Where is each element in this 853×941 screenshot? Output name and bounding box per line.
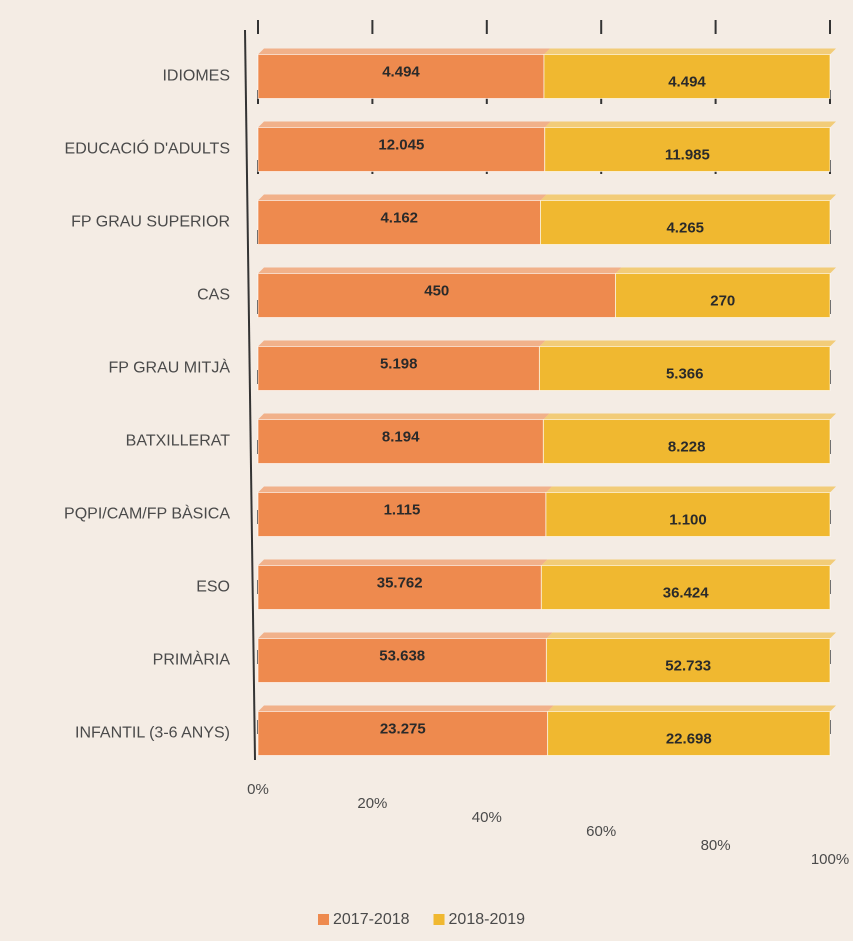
- value-label: 52.733: [665, 657, 711, 674]
- bar-top: [540, 194, 836, 201]
- x-tick-label: 40%: [472, 809, 502, 826]
- bar: [542, 419, 831, 464]
- x-tick-label: 100%: [811, 851, 849, 868]
- x-tick-label: 80%: [701, 837, 731, 854]
- bar: [545, 638, 831, 683]
- value-label: 1.115: [384, 501, 421, 518]
- bar: [547, 711, 831, 756]
- bar: [540, 200, 831, 245]
- bar: [257, 419, 544, 464]
- value-label: 36.424: [663, 584, 710, 601]
- value-label: 53.638: [379, 647, 425, 664]
- value-label: 8.228: [668, 438, 706, 455]
- value-label: 5.366: [666, 365, 704, 382]
- x-tick-label: 20%: [357, 795, 387, 812]
- bar-top: [258, 121, 551, 128]
- category-label: INFANTIL (3-6 ANYS): [75, 725, 230, 742]
- bar-top: [258, 340, 546, 347]
- value-label: 11.985: [665, 146, 710, 163]
- bar-top: [258, 632, 553, 639]
- bar: [615, 273, 831, 318]
- bar: [257, 127, 546, 172]
- bar: [257, 711, 549, 756]
- bar-top: [544, 121, 836, 128]
- bar-top: [258, 413, 550, 420]
- bar-top: [545, 486, 836, 493]
- category-label: PRIMÀRIA: [153, 650, 231, 669]
- value-label: 4.494: [668, 73, 706, 90]
- category-label: CAS: [197, 287, 230, 304]
- legend-swatch: [318, 914, 329, 925]
- y-axis: [244, 29, 256, 761]
- value-label: 450: [424, 282, 449, 299]
- bar-top: [539, 340, 836, 347]
- x-tick-label: 0%: [247, 781, 269, 798]
- value-label: 5.198: [380, 355, 418, 372]
- value-label: 270: [710, 292, 735, 309]
- bar: [257, 492, 547, 537]
- bar-top: [615, 267, 836, 274]
- bar: [257, 200, 542, 245]
- legend-swatch: [433, 914, 445, 925]
- bar-top: [543, 413, 836, 420]
- bar: [543, 54, 831, 99]
- bar-top: [258, 486, 552, 493]
- category-label: IDIOMES: [162, 68, 230, 85]
- category-label: FP GRAU MITJÀ: [109, 358, 231, 377]
- category-label: EDUCACIÓ D'ADULTS: [65, 139, 230, 158]
- x-tick-label: 60%: [586, 823, 616, 840]
- value-label: 35.762: [377, 574, 423, 591]
- bar-top: [258, 705, 554, 712]
- value-label: 22.698: [666, 730, 712, 747]
- value-label: 8.194: [382, 428, 420, 445]
- bar: [544, 127, 831, 172]
- bar-top: [546, 632, 836, 639]
- bar-top: [547, 705, 836, 712]
- legend-label: 2018-2019: [449, 911, 526, 928]
- legend-label: 2017-2018: [333, 911, 410, 928]
- bar: [257, 346, 540, 391]
- category-label: ESO: [196, 579, 230, 596]
- category-label: FP GRAU SUPERIOR: [71, 214, 230, 231]
- value-label: 12.045: [378, 136, 424, 153]
- value-label: 4.494: [382, 63, 420, 80]
- value-label: 23.275: [380, 720, 426, 737]
- bar: [257, 54, 545, 99]
- bar-top: [541, 559, 836, 566]
- bar: [540, 565, 831, 610]
- bar-top: [258, 48, 550, 55]
- category-label: BATXILLERAT: [126, 433, 231, 450]
- bar-top: [544, 48, 836, 55]
- bar: [545, 492, 831, 537]
- value-label: 4.162: [380, 209, 418, 226]
- category-label: PQPI/CAM/FP BÀSICA: [64, 504, 230, 523]
- bar-top: [258, 194, 547, 201]
- value-label: 1.100: [669, 511, 707, 528]
- bar-top: [258, 559, 548, 566]
- bar-top: [258, 267, 622, 274]
- bar: [538, 346, 831, 391]
- value-label: 4.265: [666, 219, 704, 236]
